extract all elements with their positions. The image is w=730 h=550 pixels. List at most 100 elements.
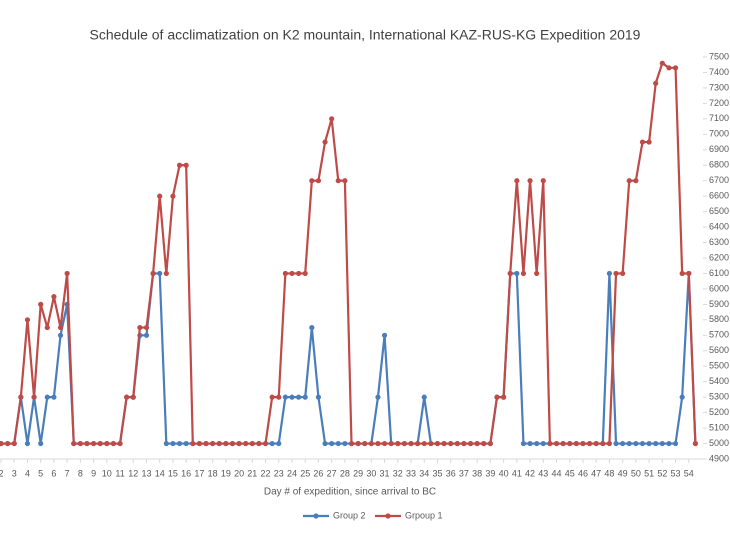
- x-tick-label: 29: [353, 468, 363, 478]
- data-point: [38, 301, 44, 307]
- y-tick-label: 7300: [709, 82, 729, 92]
- data-point: [606, 270, 613, 277]
- data-point: [269, 394, 275, 400]
- x-tick-label: 26: [313, 468, 323, 478]
- x-tick-label: 24: [287, 468, 297, 478]
- data-point: [262, 440, 269, 447]
- data-point: [51, 394, 57, 400]
- x-tick-label: 6: [51, 468, 56, 478]
- data-point: [315, 178, 322, 184]
- data-point: [38, 440, 44, 447]
- data-point: [289, 394, 295, 400]
- data-point: [90, 440, 97, 447]
- x-tick-label: 40: [499, 468, 509, 478]
- data-point: [229, 440, 236, 447]
- data-point: [77, 440, 83, 447]
- y-tick-label: 6200: [709, 252, 729, 262]
- data-point: [322, 139, 328, 145]
- data-point: [183, 162, 189, 168]
- data-point: [143, 324, 150, 331]
- data-point: [487, 440, 493, 447]
- data-point: [31, 394, 37, 400]
- data-point: [580, 440, 586, 447]
- data-point: [679, 270, 685, 277]
- data-point: [163, 270, 169, 277]
- data-point: [309, 324, 315, 331]
- data-point: [18, 394, 24, 400]
- data-point: [672, 65, 679, 71]
- x-tick-label: 46: [578, 468, 588, 478]
- data-point: [269, 440, 275, 447]
- data-point: [210, 440, 216, 447]
- data-point: [501, 394, 507, 400]
- legend-marker: [385, 513, 391, 519]
- y-tick-label: 5300: [709, 392, 729, 402]
- data-point: [534, 440, 540, 447]
- data-point: [408, 440, 414, 447]
- data-point: [71, 440, 77, 447]
- data-point: [534, 270, 540, 277]
- data-point: [613, 440, 619, 447]
- x-tick-label: 37: [459, 468, 469, 478]
- data-point: [520, 270, 527, 277]
- data-point: [481, 440, 487, 447]
- y-tick-label: 5800: [709, 314, 729, 324]
- y-tick-label: 5700: [709, 330, 729, 340]
- data-point: [196, 440, 202, 447]
- data-point: [276, 440, 282, 447]
- x-tick-label: 30: [366, 468, 376, 478]
- y-tick-label: 5900: [709, 299, 729, 309]
- y-tick-label: 6700: [709, 175, 729, 185]
- x-tick-label: 43: [538, 468, 548, 478]
- data-point: [567, 440, 573, 447]
- x-tick-label: 22: [261, 468, 271, 478]
- data-point: [646, 139, 652, 145]
- data-point: [124, 394, 130, 400]
- series-line: [1, 61, 697, 445]
- data-point: [375, 440, 381, 447]
- data-point: [315, 394, 322, 400]
- x-tick-label: 50: [631, 468, 641, 478]
- data-point: [295, 270, 302, 277]
- data-point: [117, 440, 123, 447]
- x-tick-label: 53: [671, 468, 681, 478]
- data-point: [57, 324, 64, 331]
- data-point: [170, 193, 176, 199]
- data-point: [130, 394, 136, 400]
- data-point: [421, 440, 427, 447]
- data-point: [282, 270, 288, 277]
- legend-item: Grpoup 1: [375, 510, 443, 520]
- data-point: [256, 440, 262, 447]
- x-tick-label: 8: [78, 468, 83, 478]
- y-tick-label: 6100: [709, 268, 729, 278]
- data-point: [24, 440, 31, 447]
- x-tick-label: 10: [102, 468, 112, 478]
- data-point: [97, 440, 103, 447]
- y-tick-label: 6800: [709, 160, 729, 170]
- y-tick-label: 5400: [709, 376, 729, 386]
- x-tick-label: 41: [512, 468, 522, 478]
- x-tick-label: 12: [128, 468, 138, 478]
- data-point: [679, 394, 685, 400]
- x-tick-label: 32: [393, 468, 403, 478]
- data-point: [633, 440, 639, 447]
- data-point: [520, 440, 527, 447]
- y-tick-label: 6600: [709, 191, 729, 201]
- data-point: [666, 65, 672, 71]
- data-point: [659, 440, 665, 447]
- x-tick-label: 19: [221, 468, 231, 478]
- data-point: [302, 394, 308, 400]
- data-point: [335, 440, 341, 447]
- data-point: [639, 139, 646, 145]
- y-tick-label: 6900: [709, 144, 729, 154]
- chart-title: Schedule of acclimatization on K2 mounta…: [90, 27, 641, 43]
- data-point: [335, 178, 341, 184]
- data-point: [309, 178, 315, 184]
- x-tick-label: 51: [644, 468, 654, 478]
- data-point: [401, 440, 408, 447]
- y-tick-label: 7500: [709, 51, 729, 61]
- x-tick-label: 33: [406, 468, 416, 478]
- data-point: [441, 440, 447, 447]
- data-point: [692, 440, 698, 447]
